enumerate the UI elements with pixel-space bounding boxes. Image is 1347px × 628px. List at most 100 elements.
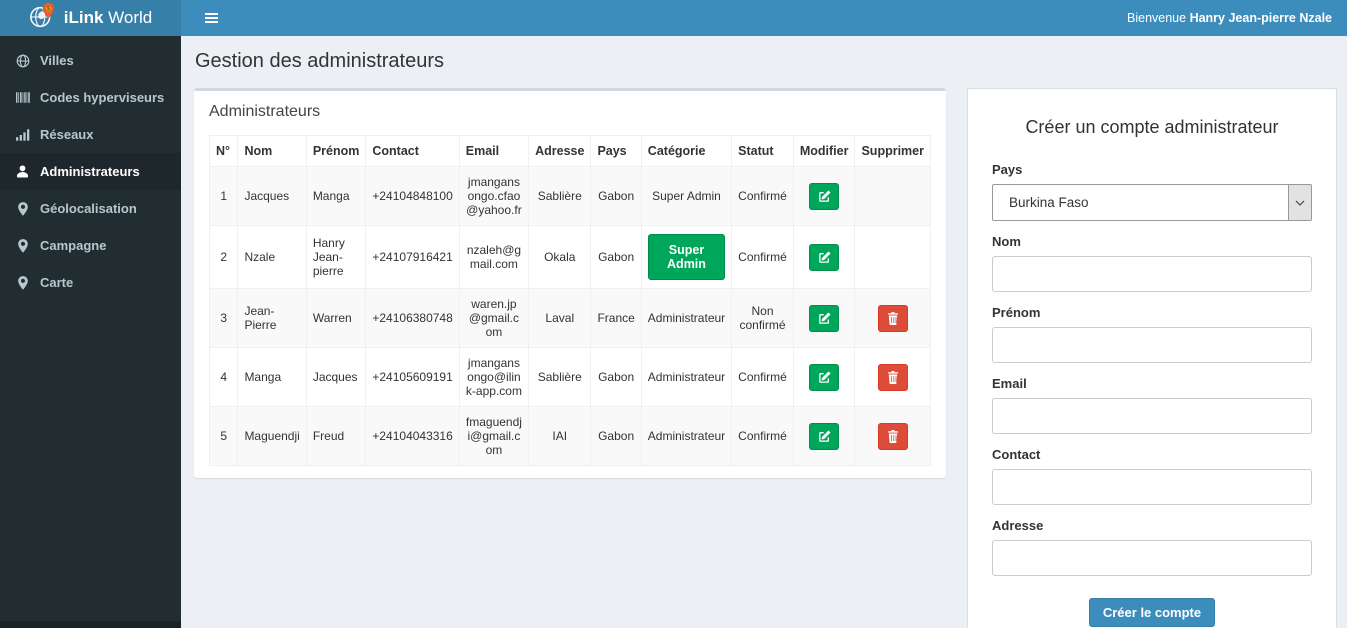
cell-statut: Non confirmé: [731, 288, 794, 348]
table-header-row: N° Nom Prénom Contact Email Adresse Pays Catégo…: [208, 135, 931, 167]
cell-num: 5: [208, 406, 239, 466]
cell-supprimer: [854, 347, 931, 407]
email-input[interactable]: [992, 398, 1312, 434]
table-row: 3 Jean-Pierre Warren +24106380748 waren.…: [208, 288, 931, 348]
cell-adresse: IAI: [528, 406, 592, 466]
cell-prenom: Freud: [305, 406, 367, 466]
table-row: 1 Jacques Manga +24104848100 jmangansong…: [208, 166, 931, 226]
edit-button[interactable]: [809, 304, 840, 332]
cell-prenom: Warren: [305, 288, 367, 348]
sidebar-item-carte[interactable]: Carte: [0, 264, 181, 301]
cell-adresse: Sablière: [528, 347, 592, 407]
cell-supprimer: [854, 288, 931, 348]
administrators-table: N° Nom Prénom Contact Email Adresse Pays Catégo…: [208, 135, 931, 466]
map-marker-icon: [15, 275, 30, 290]
cell-modifier: [792, 288, 856, 348]
svg-text:$: $: [47, 6, 50, 12]
table-row: 2 Nzale Hanry Jean-pierre +24107916421 n…: [208, 225, 931, 289]
column-header-modifier: Modifier: [792, 135, 856, 167]
sidebar-item-reseaux[interactable]: Réseaux: [0, 116, 181, 153]
brand-logo-link[interactable]: $ iLink World: [0, 0, 181, 36]
column-header-pays: Pays: [590, 135, 642, 167]
cell-supprimer: [854, 166, 931, 226]
cell-email: nzaleh@gmail.com: [458, 225, 530, 289]
panel-title: Administrateurs: [209, 103, 321, 120]
pays-select[interactable]: Burkina Faso: [992, 184, 1312, 221]
brand-text-bold: iLink: [63, 8, 104, 27]
sidebar-item-campagne[interactable]: Campagne: [0, 227, 181, 264]
cell-supprimer: [854, 225, 931, 289]
cell-pays: Gabon: [590, 166, 642, 226]
column-header-email: Email: [458, 135, 530, 167]
cell-modifier: [792, 347, 856, 407]
cell-prenom: Manga: [305, 166, 367, 226]
main-content: Gestion des administrateurs Administrate…: [181, 0, 1347, 628]
cell-pays: Gabon: [590, 225, 642, 289]
cell-contact: +24106380748: [365, 288, 460, 348]
cell-categorie: Administrateur: [640, 406, 733, 466]
edit-pencil-icon: [818, 189, 831, 203]
cell-pays: Gabon: [590, 347, 642, 407]
form-group-pays: Pays Burkina Faso: [992, 162, 1312, 221]
form-group-email: Email: [992, 376, 1312, 434]
field-label-email: Email: [992, 376, 1027, 391]
cell-statut: Confirmé: [731, 347, 794, 407]
sidebar-item-codes-hyperviseurs[interactable]: Codes hyperviseurs: [0, 79, 181, 116]
field-label-pays: Pays: [992, 162, 1023, 177]
edit-pencil-icon: [818, 250, 831, 264]
adresse-input[interactable]: [992, 540, 1312, 576]
delete-button[interactable]: [877, 363, 908, 391]
trash-icon: [887, 370, 899, 384]
create-admin-panel: Créer un compte administrateur Pays Burk…: [967, 88, 1337, 628]
cell-num: 1: [208, 166, 239, 226]
cell-adresse: Okala: [528, 225, 592, 289]
prenom-input[interactable]: [992, 327, 1312, 363]
sidebar-item-administrateurs[interactable]: Administrateurs: [0, 153, 181, 190]
delete-button[interactable]: [877, 304, 908, 332]
sidebar-item-geolocalisation[interactable]: Géolocalisation: [0, 190, 181, 227]
table-row: 4 Manga Jacques +24105609191 jmangansong…: [208, 347, 931, 407]
edit-pencil-icon: [818, 429, 831, 443]
contact-input[interactable]: [992, 469, 1312, 505]
top-header: $ iLink World Bienvenue Hanry Jean-pierr…: [0, 0, 1347, 36]
cell-email: waren.jp@gmail.com: [458, 288, 530, 348]
create-account-button[interactable]: Créer le compte: [1088, 598, 1216, 627]
edit-button[interactable]: [809, 363, 840, 391]
cell-num: 4: [208, 347, 239, 407]
form-group-adresse: Adresse: [992, 518, 1312, 576]
globe-icon: [15, 54, 30, 68]
form-group-nom: Nom: [992, 234, 1312, 292]
field-label-contact: Contact: [992, 447, 1041, 462]
chevron-down-icon: [1288, 185, 1311, 220]
ilink-globe-pin-logo-icon: $: [29, 2, 56, 34]
edit-button[interactable]: [809, 243, 840, 271]
cell-adresse: Sablière: [528, 166, 592, 226]
barcode-icon: [15, 91, 30, 105]
delete-button[interactable]: [877, 422, 908, 450]
column-header-contact: Contact: [365, 135, 460, 167]
cell-nom: Manga: [237, 347, 307, 407]
edit-button[interactable]: [809, 182, 840, 210]
sidebar-item-villes[interactable]: Villes: [0, 42, 181, 79]
nom-input[interactable]: [992, 256, 1312, 292]
super-admin-badge[interactable]: Super Admin: [647, 234, 726, 280]
cell-supprimer: [854, 406, 931, 466]
edit-button[interactable]: [809, 422, 840, 450]
sidebar-toggle-button[interactable]: [196, 4, 226, 32]
column-header-supprimer: Supprimer: [854, 135, 931, 167]
cell-categorie: Super Admin: [640, 225, 733, 289]
create-form-fields: Pays Burkina Faso Nom Prénom Email Conta…: [992, 162, 1312, 576]
cell-pays: France: [590, 288, 642, 348]
table-row: 5 Maguendji Freud +24104043316 fmaguendj…: [208, 406, 931, 466]
cell-statut: Confirmé: [731, 166, 794, 226]
selected-value: Burkina Faso: [1009, 195, 1089, 210]
column-header-prenom: Prénom: [305, 135, 367, 167]
cell-prenom: Jacques: [305, 347, 367, 407]
navbar: Bienvenue Hanry Jean-pierre Nzale: [181, 0, 1347, 36]
cell-modifier: [792, 166, 856, 226]
administrators-panel: Administrateurs N° Nom Prénom Contact Email A…: [194, 88, 946, 478]
cell-modifier: [792, 406, 856, 466]
map-marker-icon: [15, 201, 30, 216]
cell-email: jmangansongo.cfao@yahoo.fr: [458, 166, 530, 226]
user-icon: [15, 165, 30, 179]
